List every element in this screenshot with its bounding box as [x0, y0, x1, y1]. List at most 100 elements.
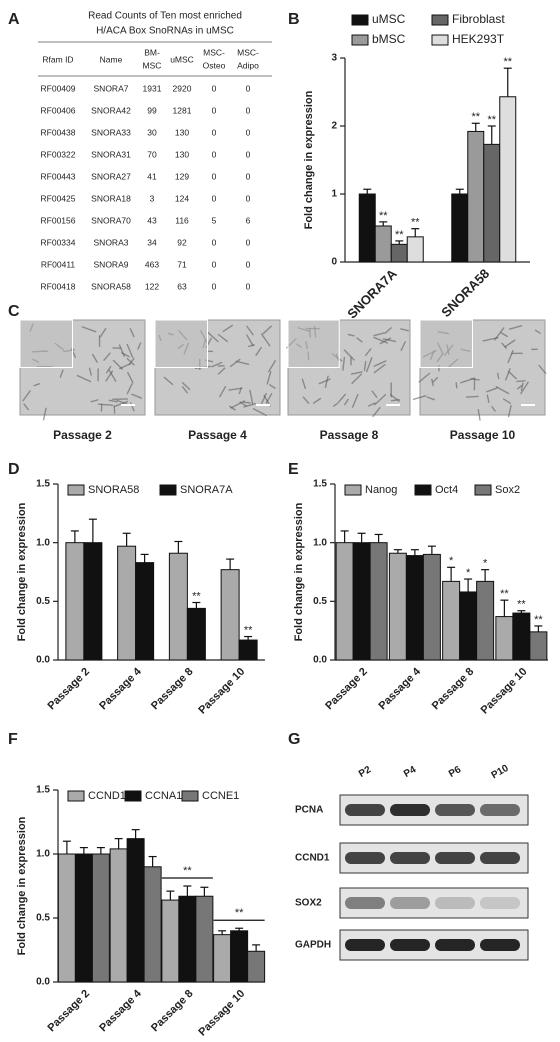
table-cell: 0: [246, 237, 251, 247]
table-cell: SNORA27: [91, 171, 131, 181]
cell: [113, 400, 129, 408]
legend-swatch: [124, 790, 142, 802]
cell: [507, 404, 512, 418]
panel-letter: B: [288, 11, 300, 28]
table-cell: RF00418: [41, 281, 76, 291]
cell: [477, 408, 481, 421]
table-header: Adipo: [237, 60, 259, 70]
y-tick-label: 1.5: [36, 479, 50, 490]
cell: [497, 372, 500, 380]
significance: *: [483, 558, 488, 570]
legend-label: CCND1: [88, 790, 126, 802]
table-cell: SNORA70: [91, 215, 131, 225]
cell: [243, 401, 251, 404]
y-tick-label: 3: [331, 53, 337, 64]
bar: [335, 542, 354, 661]
table-cell: 63: [177, 281, 187, 291]
cell: [228, 387, 243, 391]
bar: [143, 866, 162, 983]
table-cell: 70: [147, 149, 157, 159]
significance: **: [379, 210, 388, 222]
bar: [352, 542, 371, 661]
y-tick-label: 0.5: [36, 596, 50, 607]
significance: **: [235, 907, 244, 919]
cell: [486, 394, 490, 403]
significance: **: [183, 865, 192, 877]
legend-label: HEK293T: [452, 32, 505, 46]
cell: [426, 396, 435, 401]
table-header: MSC-: [237, 47, 259, 57]
cell: [520, 381, 529, 395]
bar: [195, 895, 214, 983]
cell: [91, 353, 98, 363]
cell: [59, 369, 64, 378]
cell: [418, 372, 431, 383]
bar: [178, 895, 197, 983]
cell: [500, 332, 508, 338]
legend-label: uMSC: [372, 12, 406, 26]
blot-band: [480, 939, 520, 951]
cell: [342, 356, 346, 371]
significance: *: [449, 555, 454, 567]
cell: [382, 338, 397, 343]
table-cell: 0: [246, 281, 251, 291]
cell: [121, 352, 130, 358]
cell: [217, 333, 228, 343]
cell: [129, 328, 135, 338]
cell: [112, 359, 123, 370]
panel-letter: D: [8, 461, 20, 478]
bar: [230, 930, 249, 983]
cell: [373, 360, 387, 367]
y-tick-label: 0.0: [313, 655, 327, 666]
bar: [405, 555, 424, 661]
cell: [260, 392, 267, 406]
legend-swatch: [431, 14, 449, 26]
y-tick-label: 0: [331, 257, 337, 268]
table-cell: RF00322: [41, 149, 76, 159]
cell: [137, 342, 142, 350]
protein-label: SOX2: [295, 898, 322, 909]
cell: [373, 363, 386, 374]
table-cell: 1281: [173, 105, 192, 115]
table-cell: 0: [212, 259, 217, 269]
legend-swatch: [67, 484, 85, 496]
bar: [65, 542, 85, 661]
cell: [105, 370, 114, 382]
bar: [74, 853, 93, 983]
table-header: uMSC: [170, 54, 194, 64]
cell: [206, 331, 219, 343]
cell: [267, 360, 276, 373]
table-cell: 30: [147, 127, 157, 137]
cell: [520, 382, 524, 391]
bar: [83, 542, 103, 661]
table-cell: 6: [246, 215, 251, 225]
cell: [372, 406, 381, 418]
cell: [343, 349, 355, 361]
cell: [131, 393, 143, 399]
cell: [356, 337, 363, 343]
cell: [505, 368, 511, 381]
blot-band: [435, 804, 475, 816]
cell: [366, 357, 373, 373]
bar: [369, 542, 388, 661]
y-tick-label: 1.0: [36, 537, 50, 548]
significance: *: [466, 567, 471, 579]
cell: [455, 382, 458, 389]
y-axis-label: Fold change in expression: [16, 816, 28, 955]
cell: [502, 398, 511, 404]
bar: [529, 631, 548, 661]
cell: [22, 390, 31, 402]
cell: [126, 343, 134, 359]
cell: [127, 371, 134, 384]
panel-letter: G: [288, 731, 300, 748]
blot-band: [345, 939, 385, 951]
bar: [467, 130, 485, 263]
table-cell: RF00425: [41, 193, 76, 203]
table-cell: 463: [145, 259, 159, 269]
cell: [373, 332, 385, 337]
table-cell: SNORA9: [94, 259, 129, 269]
bar: [374, 225, 392, 263]
cell: [128, 357, 135, 366]
table-header: MSC: [143, 60, 162, 70]
table-cell: RF00443: [41, 171, 76, 181]
